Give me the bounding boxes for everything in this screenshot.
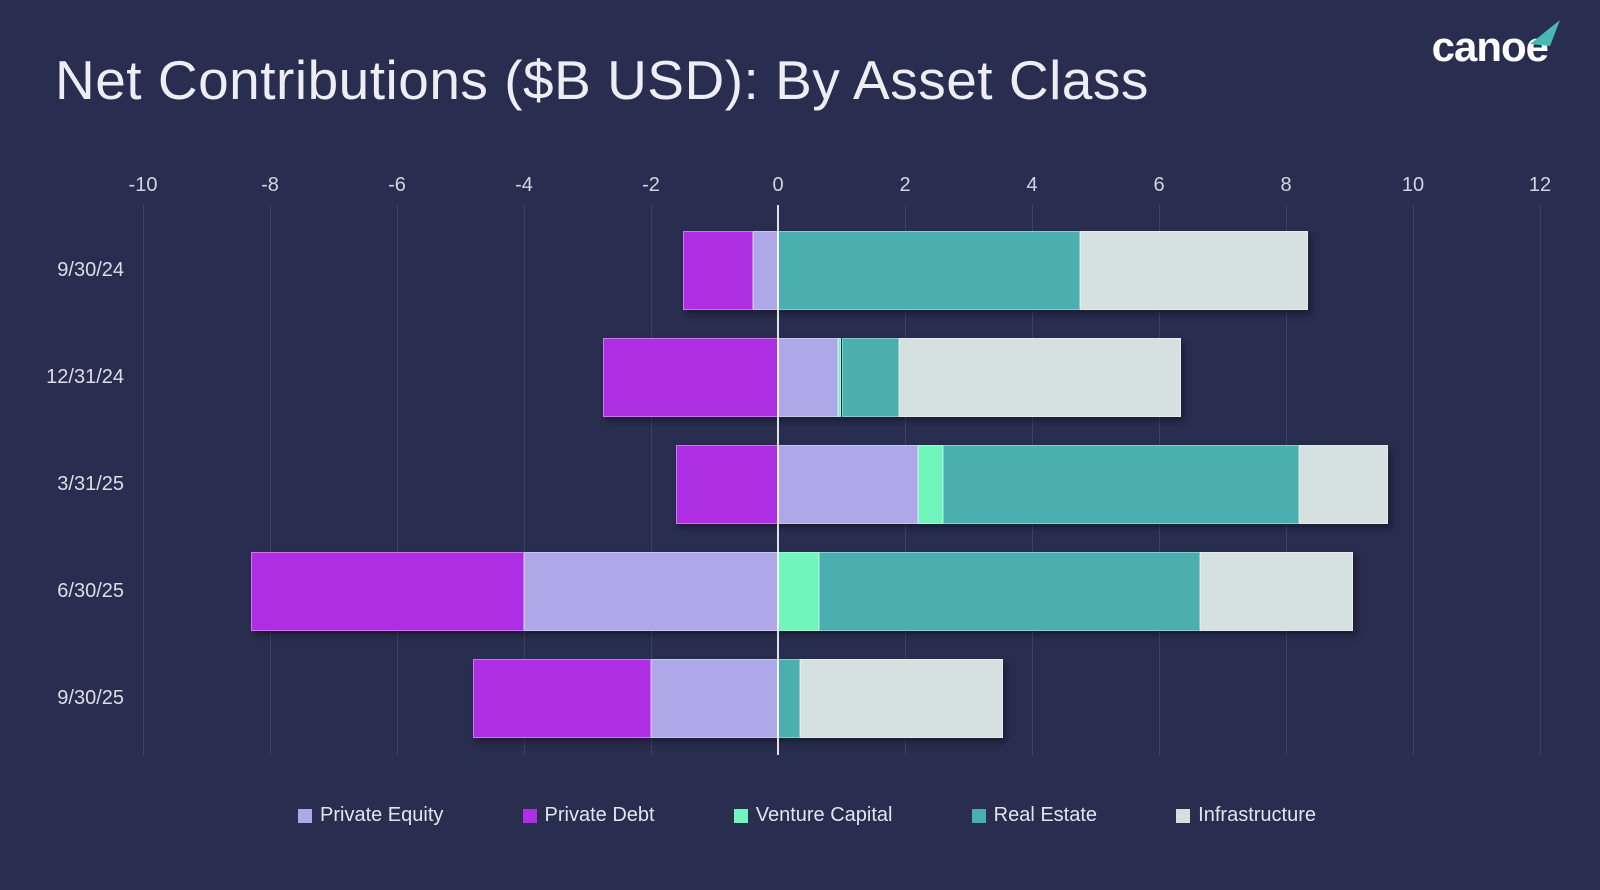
bar-row-9-30-25 (473, 659, 1004, 738)
legend-label: Real Estate (993, 804, 1098, 826)
x-tick-label: 10 (1401, 174, 1425, 196)
legend-item-real-estate[interactable]: Real Estate (971, 804, 1098, 827)
canoe-logo: canoe (1431, 20, 1560, 70)
legend-item-private-debt[interactable]: Private Debt (522, 804, 655, 827)
x-tick-label: 12 (1528, 174, 1552, 196)
y-category-label: 6/30/25 (57, 579, 124, 602)
bar-segment-private-debt[interactable] (603, 338, 778, 417)
legend-swatch (522, 808, 537, 823)
legend-swatch (971, 808, 986, 823)
x-tick-label: -8 (261, 174, 279, 196)
x-tick-label: 6 (1153, 174, 1165, 196)
bar-segment-private-equity[interactable] (777, 445, 918, 524)
x-tick-label: 2 (899, 174, 911, 196)
legend-label: Infrastructure (1198, 804, 1316, 826)
y-category-label: 9/30/24 (57, 258, 124, 281)
x-tick-label: -2 (642, 174, 660, 196)
legend-label: Venture Capital (755, 804, 893, 826)
bar-segment-private-debt[interactable] (473, 659, 651, 738)
bar-segment-private-debt[interactable] (250, 552, 524, 631)
gridline (397, 205, 398, 755)
bar-segment-real-estate[interactable] (841, 338, 899, 417)
bar-row-9-30-24 (682, 231, 1309, 310)
chart-legend: Private Equity Private Debt Venture Capita… (298, 804, 1316, 827)
bar-row-12-31-24 (603, 338, 1182, 417)
bar-segment-infrastructure[interactable] (1298, 445, 1388, 524)
legend-swatch (298, 808, 312, 823)
bar-segment-private-equity[interactable] (752, 231, 778, 310)
bar-segment-real-estate[interactable] (819, 552, 1201, 631)
y-category-label: 3/31/25 (57, 472, 124, 495)
x-tick-label: 4 (1026, 174, 1038, 196)
bar-segment-infrastructure[interactable] (800, 659, 1004, 738)
bar-segment-private-debt[interactable] (676, 445, 778, 524)
canoe-logo-text: canoe (1431, 23, 1549, 70)
bar-segment-private-debt[interactable] (682, 231, 753, 310)
x-tick-label: -6 (388, 174, 406, 196)
legend-item-private-equity[interactable]: Private Equity (298, 804, 443, 827)
bar-segment-private-equity[interactable] (650, 659, 778, 738)
gridline (651, 205, 652, 755)
bar-segment-infrastructure[interactable] (898, 338, 1182, 417)
bar-row-3-31-25 (676, 445, 1388, 524)
bar-segment-venture-capital[interactable] (917, 445, 944, 524)
legend-label: Private Equity (320, 804, 444, 826)
y-category-label: 9/30/25 (57, 686, 124, 709)
gridline (270, 205, 271, 755)
legend-swatch (1176, 808, 1191, 823)
bar-row-6-30-25 (250, 552, 1353, 631)
gridline (1540, 205, 1541, 755)
gridline (524, 205, 525, 755)
bar-segment-real-estate[interactable] (778, 231, 1080, 310)
bar-segment-infrastructure[interactable] (1079, 231, 1309, 310)
legend-label: Private Debt (544, 804, 655, 826)
x-tick-label: -10 (128, 174, 158, 196)
legend-swatch (733, 808, 748, 823)
y-category-label: 12/31/24 (46, 365, 124, 388)
bar-segment-private-equity[interactable] (778, 338, 839, 417)
zero-axis-line (777, 205, 779, 755)
bar-segment-real-estate[interactable] (777, 659, 801, 738)
legend-item-venture-capital[interactable]: Venture Capital (733, 804, 893, 827)
x-tick-label: 0 (772, 174, 784, 196)
legend-item-infrastructure[interactable]: Infrastructure (1176, 804, 1316, 827)
x-tick-label: -4 (515, 174, 533, 196)
bar-segment-private-equity[interactable] (523, 552, 778, 631)
chart-title: Net Contributions ($B USD): By Asset Cla… (55, 49, 1149, 111)
bar-segment-venture-capital[interactable] (838, 338, 842, 417)
gridline (143, 205, 144, 755)
bar-segment-infrastructure[interactable] (1200, 552, 1353, 631)
bar-segment-venture-capital[interactable] (777, 552, 820, 631)
x-tick-label: 8 (1280, 174, 1292, 196)
canoe-logo-icon (1530, 20, 1560, 46)
bar-segment-real-estate[interactable] (943, 445, 1299, 524)
gridline (1413, 205, 1414, 755)
